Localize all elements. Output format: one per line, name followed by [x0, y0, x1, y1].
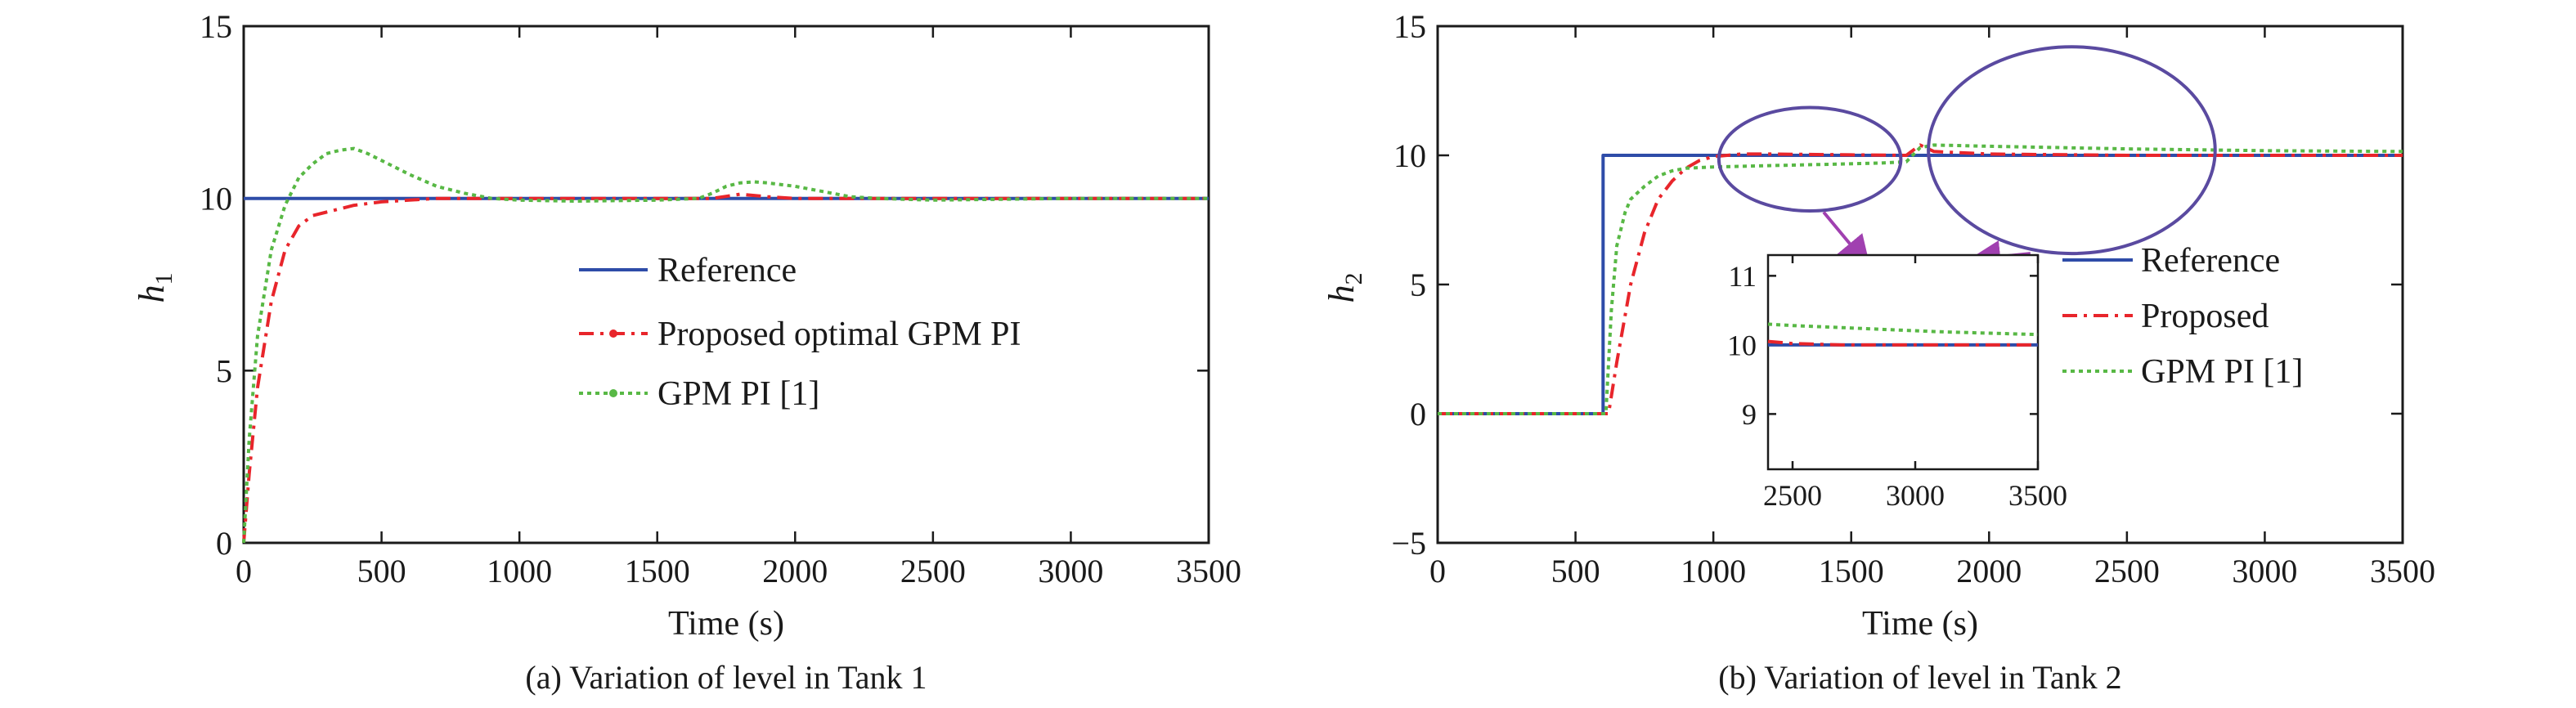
inset-x-ticks: 2500 3000 3500 — [1763, 255, 2067, 512]
svg-text:h2: h2 — [1322, 273, 1367, 303]
panel-b-x-tick-label: 0 — [1429, 553, 1446, 589]
panel-b-x-axis-label: Time (s) — [1862, 605, 1978, 643]
panel-a-y-label-main: h — [132, 285, 172, 303]
panel-b-y-tick-label: −5 — [1391, 525, 1426, 562]
legend-b-label-reference: Reference — [2141, 242, 2280, 280]
panel-a-x-tick-label: 2500 — [900, 553, 966, 589]
zoom-arrow-2 — [1822, 211, 1871, 269]
inset-series-proposed — [1767, 339, 2038, 347]
legend-a-label-reference: Reference — [657, 252, 797, 289]
panel-a-y-ticks: 0 5 10 15 — [200, 8, 1209, 562]
panel-a-series — [242, 146, 1209, 544]
panel-b-series-gpm — [1438, 143, 2403, 415]
panel-b-x-tick-label: 500 — [1551, 553, 1600, 589]
panel-b-x-ticks: 0 500 1000 1500 2000 2500 3000 3500 — [1429, 26, 2435, 589]
panel-a-x-tick-label: 2000 — [762, 553, 828, 589]
panel-b-y-label-main: h — [1322, 285, 1362, 303]
inset-x-tick-label: 2500 — [1763, 479, 1822, 512]
zoom-ellipse-1 — [1927, 45, 2217, 256]
panel-a-y-axis-label: h1 — [132, 273, 177, 303]
panel-a-y-tick-label: 0 — [216, 525, 232, 562]
legend-b-label-gpm: GPM PI [1] — [2141, 353, 2303, 391]
inset-y-ticks: 9 10 11 — [1727, 260, 2038, 431]
inset-series — [1767, 322, 2039, 347]
panel-b-series-proposed — [1438, 143, 2403, 415]
panel-a-series-gpm — [242, 146, 1209, 544]
legend-a-label-gpm: GPM PI [1] — [657, 375, 819, 413]
legend-a-label-proposed: Proposed optimal GPM PI — [657, 316, 1021, 353]
panel-a-y-label-sub: 1 — [150, 273, 177, 285]
panel-a-axes-frame — [242, 25, 1210, 544]
inset-series-gpm — [1767, 322, 2039, 337]
panel-a-x-tick-label: 1000 — [487, 553, 552, 589]
panel-b-y-tick-label: 5 — [1410, 267, 1426, 303]
panel-a-x-tick-label: 1500 — [625, 553, 690, 589]
panel-b-y-tick-label: 10 — [1393, 137, 1426, 174]
panel-a-x-ticks: 0 500 1000 1500 2000 2500 3000 3500 — [236, 26, 1241, 589]
legend-a-marker-gpm — [609, 389, 617, 397]
panel-b-y-axis-label: h2 — [1322, 273, 1367, 303]
panel-a-x-tick-label: 3500 — [1176, 553, 1241, 589]
panel-a: 0 500 1000 1500 2000 2500 3000 3500 0 5 10 15 Time… — [132, 8, 1241, 696]
panel-b-y-ticks: −5 0 5 10 15 — [1391, 8, 2403, 562]
panel-a-caption: (a) Variation of level in Tank 1 — [525, 659, 927, 696]
panel-b-x-tick-label: 1500 — [1819, 553, 1884, 589]
panel-b-y-tick-label: 15 — [1393, 8, 1426, 45]
panel-b-x-tick-label: 1000 — [1681, 553, 1746, 589]
panel-a-x-tick-label: 500 — [357, 553, 406, 589]
panel-b-x-tick-label: 2500 — [2094, 553, 2160, 589]
panel-a-legend: Reference Proposed optimal GPM PI GPM PI… — [579, 252, 1021, 413]
panel-b-y-tick-label: 0 — [1410, 396, 1426, 432]
panel-b-legend: Reference Proposed GPM PI [1] — [2062, 242, 2303, 391]
panel-a-x-axis-label: Time (s) — [668, 605, 784, 643]
panel-b-x-tick-label: 3500 — [2370, 553, 2435, 589]
inset-background — [1768, 255, 2038, 469]
panel-a-x-tick-label: 0 — [236, 553, 252, 589]
inset-y-tick-label: 9 — [1742, 398, 1757, 431]
inset-y-tick-label: 10 — [1727, 329, 1757, 361]
legend-a-marker-proposed — [609, 329, 617, 338]
zoom-ellipse-0 — [1717, 105, 1903, 213]
inset-y-tick-label: 11 — [1728, 260, 1757, 293]
inset-x-tick-label: 3000 — [1886, 479, 1945, 512]
panel-b-x-tick-label: 3000 — [2232, 553, 2297, 589]
panel-a-x-tick-label: 3000 — [1038, 553, 1103, 589]
legend-b-label-proposed: Proposed — [2141, 298, 2269, 335]
inset-x-tick-label: 3500 — [2008, 479, 2067, 512]
panel-b-y-label-sub: 2 — [1340, 273, 1367, 285]
panel-a-y-tick-label: 10 — [200, 181, 232, 217]
panel-b-caption: (b) Variation of level in Tank 2 — [1718, 659, 2121, 696]
panel-b-x-tick-label: 2000 — [1956, 553, 2022, 589]
panel-a-series-proposed — [242, 192, 1209, 544]
inset-frame — [1766, 253, 2040, 471]
panel-b-series — [1438, 143, 2403, 415]
svg-text:h1: h1 — [132, 273, 177, 303]
panel-a-y-tick-label: 5 — [216, 352, 232, 389]
panel-a-y-tick-label: 15 — [200, 8, 232, 45]
panel-b-inset: 2500 3000 3500 9 10 11 — [1727, 253, 2067, 512]
